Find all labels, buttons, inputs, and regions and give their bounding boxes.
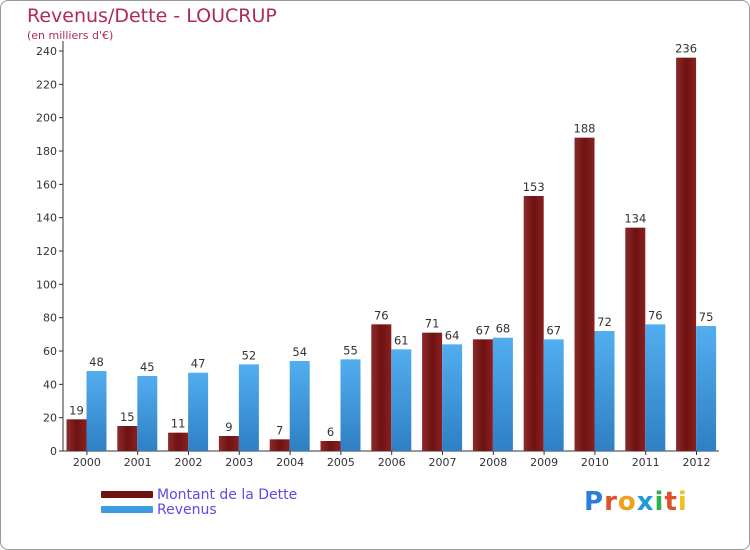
x-tick-label-2005: 2005	[327, 456, 355, 469]
x-tick-label-2006: 2006	[378, 456, 406, 469]
logo-letter: t	[664, 487, 678, 517]
data-label-revenus-2012: 75	[699, 310, 714, 324]
bar-dette-2005	[320, 441, 341, 451]
data-label-revenus-2002: 47	[191, 357, 206, 371]
y-tick-label: 240	[36, 45, 57, 58]
bar-revenus-2005	[340, 359, 361, 451]
y-tick-label: 20	[43, 412, 57, 425]
bar-dette-2011	[625, 227, 646, 451]
y-tick-label: 100	[36, 278, 57, 291]
bar-dette-2001	[117, 426, 138, 451]
bar-revenus-2012	[696, 326, 717, 451]
logo-letter: i	[677, 487, 688, 517]
x-tick-label-2001: 2001	[124, 456, 152, 469]
y-tick-label: 0	[50, 445, 57, 458]
data-label-revenus-2001: 45	[140, 360, 155, 374]
data-label-revenus-2008: 68	[496, 322, 511, 336]
data-label-dette-2002: 11	[171, 417, 186, 431]
y-tick-label: 120	[36, 245, 57, 258]
bar-revenus-2008	[492, 337, 513, 451]
bar-dette-2010	[574, 137, 595, 451]
x-tick-label-2009: 2009	[530, 456, 558, 469]
data-label-dette-2005: 6	[327, 425, 334, 439]
data-label-revenus-2000: 48	[89, 355, 104, 369]
data-label-revenus-2004: 54	[292, 345, 307, 359]
bar-revenus-2007	[442, 344, 463, 451]
y-tick-label: 180	[36, 145, 57, 158]
chart-title: Revenus/Dette - LOUCRUP	[27, 5, 277, 27]
data-label-dette-2003: 9	[225, 420, 232, 434]
data-label-dette-2006: 76	[374, 308, 389, 322]
data-label-revenus-2003: 52	[242, 348, 257, 362]
legend-swatch-dette	[101, 491, 153, 498]
data-label-dette-2009: 153	[523, 180, 545, 194]
x-tick-label-2008: 2008	[479, 456, 507, 469]
x-tick-label-2000: 2000	[73, 456, 101, 469]
bar-revenus-2000	[86, 371, 107, 451]
bar-dette-2004	[269, 439, 290, 451]
bar-revenus-2003	[238, 364, 259, 451]
bar-dette-2000	[66, 419, 87, 451]
legend-label-dette: Montant de la Dette	[157, 486, 298, 503]
bar-revenus-2004	[289, 361, 310, 451]
data-label-revenus-2007: 64	[445, 328, 460, 342]
x-tick-label-2002: 2002	[175, 456, 203, 469]
bar-revenus-2006	[391, 349, 412, 451]
data-label-dette-2004: 7	[276, 423, 283, 437]
bar-dette-2008	[472, 339, 493, 451]
legend-item-revenus: Revenus	[101, 501, 297, 518]
y-tick-label: 60	[43, 345, 57, 358]
bar-dette-2002	[168, 432, 189, 451]
x-tick-label-2012: 2012	[683, 456, 711, 469]
logo-letter: i	[654, 487, 665, 517]
data-label-dette-2008: 67	[476, 323, 491, 337]
logo-letter: r	[604, 487, 618, 517]
bar-dette-2009	[523, 196, 544, 451]
data-label-dette-2007: 71	[425, 317, 440, 331]
legend-label-revenus: Revenus	[157, 501, 217, 518]
x-tick-label-2011: 2011	[632, 456, 660, 469]
bar-dette-2012	[676, 57, 697, 452]
bar-dette-2003	[218, 436, 239, 451]
y-tick-label: 160	[36, 178, 57, 191]
bar-dette-2007	[422, 332, 443, 451]
data-label-revenus-2009: 67	[546, 323, 561, 337]
data-label-revenus-2006: 61	[394, 333, 409, 347]
y-tick-label: 220	[36, 78, 57, 91]
x-tick-label-2003: 2003	[225, 456, 253, 469]
logo-letter: P	[584, 487, 605, 517]
y-tick-label: 80	[43, 312, 57, 325]
legend-item-dette: Montant de la Dette	[101, 486, 298, 503]
y-tick-label: 40	[43, 378, 57, 391]
bar-dette-2006	[371, 324, 392, 451]
bar-revenus-2010	[594, 331, 615, 451]
bar-revenus-2011	[645, 324, 666, 451]
data-label-dette-2001: 15	[120, 410, 135, 424]
x-tick-label-2010: 2010	[581, 456, 609, 469]
data-label-dette-2000: 19	[69, 403, 84, 417]
x-tick-label-2004: 2004	[276, 456, 304, 469]
chart-legend: Montant de la Dette Revenus	[101, 486, 298, 518]
logo-letter: o	[617, 487, 637, 517]
logo-letter: x	[636, 487, 655, 517]
x-tick-label-2007: 2007	[429, 456, 457, 469]
y-tick-label: 140	[36, 212, 57, 225]
data-label-revenus-2010: 72	[597, 315, 612, 329]
proxiti-logo: Proxiti	[584, 487, 688, 517]
bar-revenus-2009	[543, 339, 564, 451]
bar-revenus-2002	[188, 372, 209, 451]
data-label-dette-2011: 134	[624, 212, 646, 226]
y-tick-label: 200	[36, 112, 57, 125]
legend-swatch-revenus	[101, 506, 153, 513]
data-label-revenus-2005: 55	[343, 343, 358, 357]
data-label-dette-2010: 188	[574, 122, 596, 136]
data-label-revenus-2011: 76	[648, 308, 663, 322]
chart-subtitle: (en milliers d'€)	[27, 29, 114, 42]
data-label-dette-2012: 236	[675, 42, 697, 56]
bar-revenus-2001	[137, 376, 158, 451]
